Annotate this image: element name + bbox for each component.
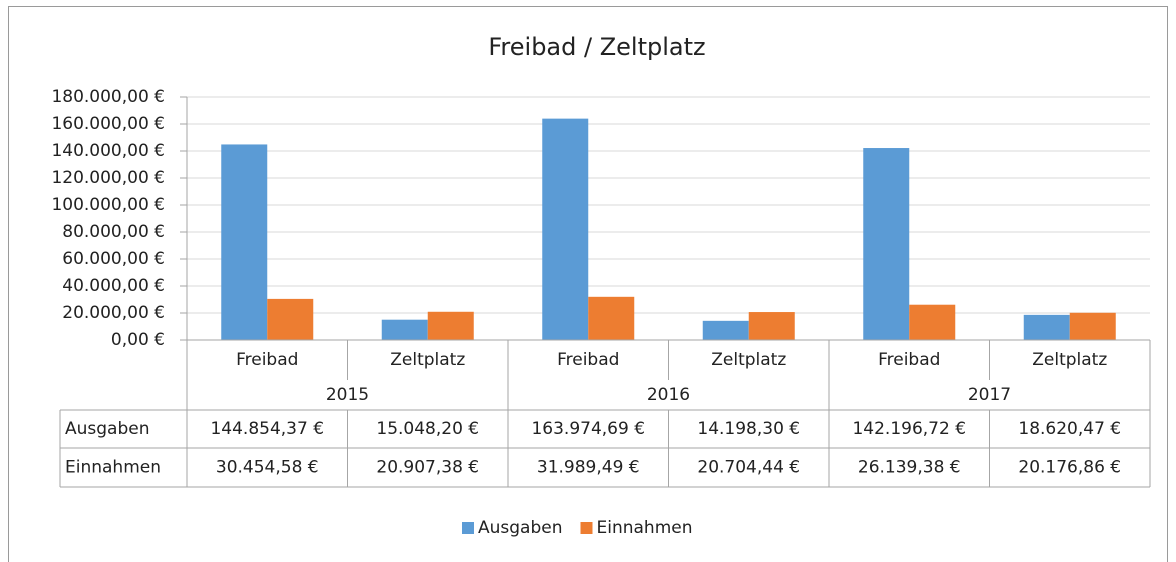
x-tick-label: Zeltplatz [711,350,786,370]
legend-swatch [580,522,593,534]
group-label: 2015 [326,385,369,405]
bar [427,311,474,340]
table-cell: 30.454,58 € [216,458,319,478]
row-header: Ausgaben [65,419,150,439]
chart-title: Freibad / Zeltplatz [488,33,705,61]
y-tick-label: 120.000,00 € [51,168,165,188]
legend-label: Einnahmen [597,518,693,538]
x-tick-label: Zeltplatz [390,350,465,370]
group-label: 2017 [968,385,1011,405]
bar [588,296,635,340]
y-tick-label: 160.000,00 € [51,114,165,134]
bar [748,312,795,340]
bar [221,144,268,340]
legend-label: Ausgaben [478,518,563,538]
group-label: 2016 [647,385,690,405]
y-tick-label: 60.000,00 € [62,249,165,269]
bar [381,319,428,340]
y-tick-label: 20.000,00 € [62,303,165,323]
bar [542,118,589,340]
table-cell: 20.907,38 € [376,458,479,478]
table-cell: 20.704,44 € [697,458,800,478]
table-cell: 14.198,30 € [697,419,800,439]
x-tick-label: Freibad [557,350,619,370]
x-tick-label: Freibad [236,350,298,370]
bar [1069,312,1116,340]
bar [702,320,749,340]
row-header: Einnahmen [65,458,161,478]
y-tick-label: 0,00 € [111,330,165,350]
table-cell: 18.620,47 € [1018,419,1121,439]
table-cell: 163.974,69 € [531,419,645,439]
y-tick-label: 140.000,00 € [51,141,165,161]
x-tick-label: Freibad [878,350,940,370]
bar [909,304,956,340]
y-tick-label: 180.000,00 € [51,87,165,107]
table-cell: 26.139,38 € [858,458,961,478]
table-cell: 31.989,49 € [537,458,640,478]
x-tick-label: Zeltplatz [1032,350,1107,370]
chart-frame [8,6,1168,562]
table-cell: 20.176,86 € [1018,458,1121,478]
table-cell: 144.854,37 € [210,419,324,439]
y-tick-label: 40.000,00 € [62,276,165,296]
bar [863,148,910,340]
y-tick-label: 100.000,00 € [51,195,165,215]
y-tick-label: 80.000,00 € [62,222,165,242]
bar [1023,314,1070,340]
bar [267,298,314,340]
table-cell: 15.048,20 € [376,419,479,439]
legend-swatch [462,522,474,534]
table-cell: 142.196,72 € [852,419,966,439]
